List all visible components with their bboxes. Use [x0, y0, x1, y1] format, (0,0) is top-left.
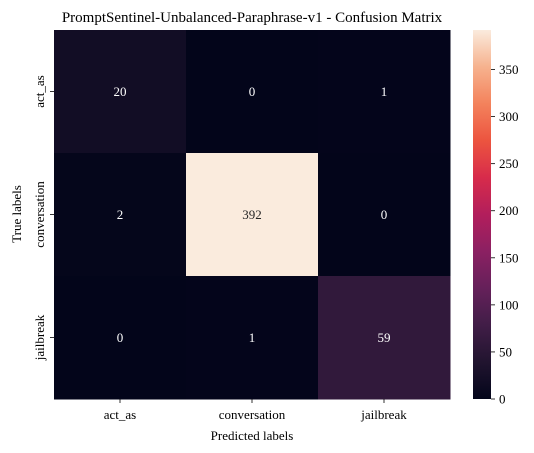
colorbar-tick-label: 0: [499, 392, 506, 407]
y-tick-label: jailbreak: [32, 314, 47, 361]
cell-value-label: 0: [249, 84, 256, 99]
cell-value-label: 20: [114, 84, 127, 99]
y-tick-label: conversation: [32, 181, 47, 248]
colorbar-tick-label: 350: [499, 62, 519, 77]
colorbar-ticks: 0 50 100 150 200 250 300 350: [491, 62, 519, 407]
x-tick-label: jailbreak: [360, 407, 407, 422]
cell-value-label: 59: [378, 330, 391, 345]
heatmap-cells: [54, 30, 451, 400]
x-axis-label: Predicted labels: [211, 428, 294, 443]
heatmap-cell: [318, 30, 451, 154]
colorbar-tick-label: 300: [499, 109, 519, 124]
chart-title: PromptSentinel-Unbalanced-Paraphrase-v1 …: [62, 10, 443, 26]
colorbar-tick-label: 50: [499, 344, 512, 359]
heatmap-cell: [54, 30, 187, 154]
cell-value-label: 0: [381, 207, 388, 222]
colorbar: [473, 30, 491, 399]
heatmap-cell: [186, 30, 319, 154]
x-tick-label: conversation: [219, 407, 286, 422]
cell-value-label: 1: [249, 330, 256, 345]
heatmap-cell-labels: 20 0 1 2 392 0 0 1 59: [114, 84, 391, 345]
x-tick-label: act_as: [104, 407, 136, 422]
cell-value-label: 392: [242, 207, 262, 222]
colorbar-tick-label: 200: [499, 203, 519, 218]
y-tick-label: act_as: [32, 75, 47, 107]
heatmap-cell: [54, 153, 187, 277]
y-axis-label: True labels: [9, 185, 24, 243]
heatmap-cell: [54, 276, 187, 400]
heatmap-cell: [186, 276, 319, 400]
cell-value-label: 1: [381, 84, 388, 99]
heatmap-cell: [318, 276, 451, 400]
colorbar-tick-label: 250: [499, 156, 519, 171]
cell-value-label: 0: [117, 330, 124, 345]
heatmap-cell: [186, 153, 319, 277]
colorbar-tick-label: 150: [499, 250, 519, 265]
heatmap-cell: [318, 153, 451, 277]
x-axis-ticks: act_as conversation jailbreak: [104, 399, 407, 422]
y-axis-ticks: act_as conversation jailbreak: [32, 75, 54, 361]
colorbar-tick-label: 100: [499, 297, 519, 312]
cell-value-label: 2: [117, 207, 124, 222]
